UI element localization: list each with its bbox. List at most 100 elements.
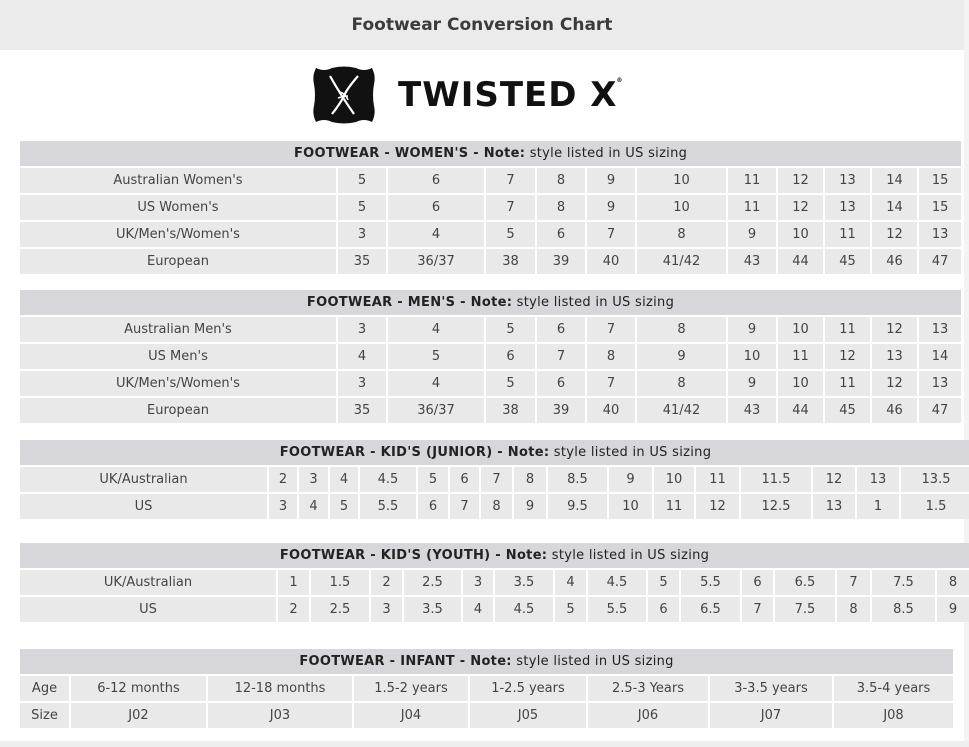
- size-cell: 4: [388, 369, 484, 396]
- table-row: UK/Australian 1 1.5 2 2.5 3 3.5 4 4.5 5 5.5 6 6.5 7 7.…: [20, 568, 969, 595]
- size-cell: 10: [654, 465, 694, 492]
- size-cell: 4: [555, 568, 586, 595]
- size-cell: 7: [587, 369, 635, 396]
- size-cell: 13: [919, 220, 962, 247]
- size-cell: 6: [537, 369, 585, 396]
- size-cell: 41/42: [637, 247, 726, 274]
- size-cell: 6: [388, 166, 484, 193]
- row-label: Australian Men's: [20, 315, 336, 342]
- size-cell: 13: [857, 465, 899, 492]
- size-cell: 36/37: [388, 247, 484, 274]
- table-title-bold: FOOTWEAR - INFANT - Note:: [299, 654, 512, 669]
- table-title-bold: FOOTWEAR - KID'S (JUNIOR) - Note:: [279, 445, 550, 460]
- size-cell: 9: [514, 492, 546, 519]
- row-label: UK/Men's/Women's: [20, 220, 336, 247]
- size-cell: 9: [937, 595, 969, 622]
- size-cell: 2.5: [404, 568, 461, 595]
- size-cell: 10: [728, 342, 776, 369]
- size-cell: 5: [486, 369, 535, 396]
- size-cell: 5: [486, 220, 535, 247]
- size-cell: 5.5: [360, 492, 416, 519]
- size-cell: 45: [825, 396, 870, 423]
- size-cell: 8: [837, 595, 870, 622]
- size-cell: 3: [338, 369, 386, 396]
- size-cell: 6: [537, 315, 585, 342]
- table-title: FOOTWEAR - MEN'S - Note: style listed in…: [20, 290, 962, 315]
- size-cell: 46: [872, 247, 917, 274]
- size-cell: 12: [778, 166, 823, 193]
- size-cell: 35: [338, 247, 386, 274]
- size-cell: 6: [742, 568, 773, 595]
- size-cell: 13.5: [901, 465, 969, 492]
- size-cell: 5: [338, 193, 386, 220]
- size-cell: 44: [778, 247, 823, 274]
- row-label: US Men's: [20, 342, 336, 369]
- size-cell: 4: [338, 342, 386, 369]
- size-cell: 6: [537, 220, 585, 247]
- size-cell: 5: [338, 166, 386, 193]
- row-label: Australian Women's: [20, 166, 336, 193]
- size-cell: 10: [609, 492, 652, 519]
- size-cell: 11.5: [741, 465, 811, 492]
- bottom-edge: [0, 741, 969, 747]
- conversion-table: FOOTWEAR - KID'S (JUNIOR) - Note: style …: [18, 440, 969, 519]
- size-cell: 44: [778, 396, 823, 423]
- table-row: Size J02 J03 J04 J05 J06 J07 J08: [20, 701, 954, 728]
- size-cell: 13: [919, 369, 962, 396]
- size-cell: 12: [872, 220, 917, 247]
- size-cell: 7.5: [872, 568, 935, 595]
- size-cell: 8: [537, 193, 585, 220]
- size-cell: 5: [388, 342, 484, 369]
- size-cell: 3: [299, 465, 328, 492]
- conversion-table: FOOTWEAR - MEN'S - Note: style listed in…: [18, 290, 963, 423]
- size-cell: 39: [537, 396, 585, 423]
- table-row: US 2 2.5 3 3.5 4 4.5 5 5.5 6 6.5 7 7.5 8 8.5 9: [20, 595, 969, 622]
- table-row: US Men's 4 5 6 7 8 9 10 11 12 13 14: [20, 342, 962, 369]
- size-cell: 1-2.5 years: [470, 674, 586, 701]
- table-row: Age 6-12 months 12-18 months 1.5-2 years 1-2…: [20, 674, 954, 701]
- size-cell: 6: [450, 465, 479, 492]
- size-cell: 35: [338, 396, 386, 423]
- row-label: European: [20, 247, 336, 274]
- size-cell: 10: [778, 315, 823, 342]
- size-cell: 43: [728, 396, 776, 423]
- size-cell: 9: [609, 465, 652, 492]
- size-cell: 5: [486, 315, 535, 342]
- size-cell: 11: [825, 369, 870, 396]
- registered-mark: ®: [616, 77, 624, 84]
- size-cell: 3: [269, 492, 297, 519]
- size-cell: 10: [778, 369, 823, 396]
- size-cell: 3.5: [495, 568, 553, 595]
- size-cell: 5.5: [588, 595, 646, 622]
- size-cell: 38: [486, 396, 535, 423]
- row-label: US Women's: [20, 193, 336, 220]
- table-title-bold: FOOTWEAR - MEN'S - Note:: [306, 295, 513, 310]
- size-cell: 6: [486, 342, 535, 369]
- table-title: FOOTWEAR - INFANT - Note: style listed i…: [20, 649, 954, 674]
- table-title-bold: FOOTWEAR - WOMEN'S - Note:: [293, 146, 526, 161]
- table-row: US Women's 5 6 7 8 9 10 11 12 13 14 15: [20, 193, 962, 220]
- size-table-kids-junior: FOOTWEAR - KID'S (JUNIOR) - Note: style …: [20, 440, 969, 519]
- size-cell: 3: [463, 568, 493, 595]
- size-cell: 13: [825, 166, 870, 193]
- size-cell: 12: [872, 315, 917, 342]
- size-cell: 4: [463, 595, 493, 622]
- row-label: Age: [20, 674, 69, 701]
- size-cell: 14: [872, 166, 917, 193]
- title-bar: Footwear Conversion Chart: [0, 0, 964, 50]
- size-cell: J03: [208, 701, 352, 728]
- size-cell: 12: [696, 492, 739, 519]
- table-row: UK/Men's/Women's 3 4 5 6 7 8 9 10 11 12 13: [20, 369, 962, 396]
- size-cell: 5: [555, 595, 586, 622]
- size-cell: J08: [834, 701, 954, 728]
- size-cell: 8: [481, 492, 512, 519]
- size-cell: 6: [648, 595, 679, 622]
- size-cell: 40: [587, 247, 635, 274]
- size-cell: 11: [728, 193, 776, 220]
- size-cell: 7: [486, 166, 535, 193]
- size-cell: 4: [388, 220, 484, 247]
- size-cell: 10: [778, 220, 823, 247]
- page-title: Footwear Conversion Chart: [351, 15, 613, 35]
- right-edge: [964, 0, 969, 747]
- size-cell: 41/42: [637, 396, 726, 423]
